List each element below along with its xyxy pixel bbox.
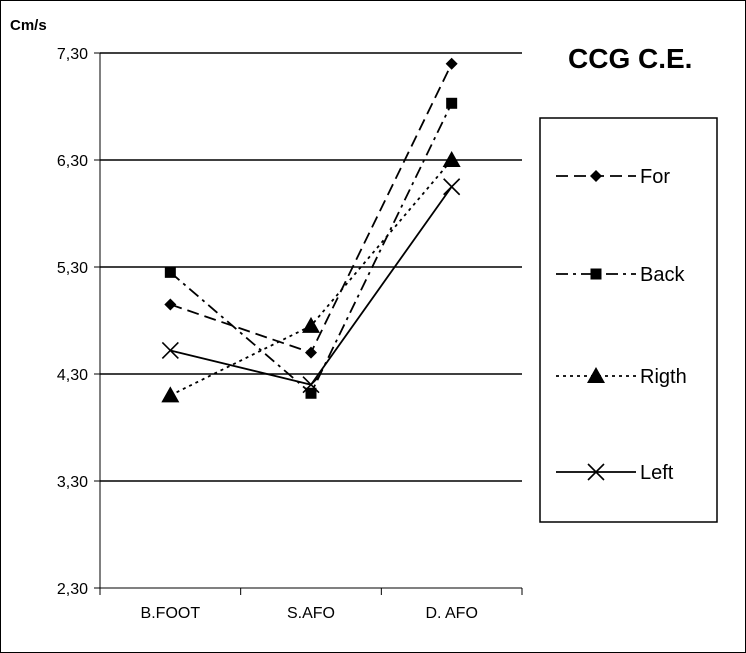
data-point-back (446, 97, 458, 109)
data-point-for (445, 57, 458, 70)
legend-item-back: Back (556, 264, 685, 286)
series-for (164, 57, 458, 359)
data-point-rigth (302, 316, 320, 333)
legend-marker-left (587, 463, 605, 481)
axes (94, 52, 523, 595)
data-point-left (302, 376, 320, 394)
series-back (164, 97, 458, 399)
data-point-rigth (442, 151, 461, 167)
legend-label-for: For (640, 166, 670, 188)
x-tick-label: S.AFO (287, 605, 335, 622)
x-marker-stroke (587, 463, 605, 481)
legend: For Back Rigth Left (539, 117, 718, 523)
legend-item-rigth: Rigth (556, 366, 687, 388)
chart-title: CCG C.E. (568, 43, 692, 74)
x-tick-label: D. AFO (425, 605, 477, 622)
x-marker-stroke (161, 341, 179, 360)
legend-item-for: For (556, 166, 670, 188)
legend-label-back: Back (640, 264, 685, 286)
y-tick-label: 5,30 (57, 260, 88, 277)
x-marker-stroke (302, 376, 320, 394)
gridlines (100, 52, 522, 482)
y-tick-label: 6,30 (57, 153, 88, 170)
x-tick-labels: B.FOOT S.AFO D. AFO (141, 605, 478, 622)
legend-marker-back (590, 268, 602, 280)
data-point-left (443, 178, 461, 196)
series-group (161, 57, 461, 403)
data-point-back (164, 266, 176, 278)
x-marker-stroke (443, 178, 461, 196)
legend-item-left: Left (556, 462, 674, 484)
legend-marker-for (590, 170, 602, 182)
y-tick-label: 3,30 (57, 474, 88, 491)
legend-box (539, 117, 718, 523)
y-axis-label: Cm/s (10, 17, 47, 34)
y-tick-label: 4,30 (57, 367, 88, 384)
data-point-for (164, 298, 177, 311)
data-point-left (161, 341, 179, 360)
y-tick-labels: 2,30 3,30 4,30 5,30 6,30 7,30 (57, 46, 88, 598)
series-left (161, 178, 461, 394)
x-tick-label: B.FOOT (141, 605, 201, 622)
legend-label-left: Left (640, 462, 674, 484)
series-rigth (161, 151, 461, 403)
y-tick-label: 7,30 (57, 46, 88, 63)
legend-marker-rigth (587, 367, 605, 383)
data-point-back (305, 387, 317, 399)
y-tick-label: 2,30 (57, 581, 88, 598)
data-point-for (305, 346, 317, 359)
legend-label-rigth: Rigth (640, 366, 687, 388)
data-point-rigth (161, 386, 180, 403)
